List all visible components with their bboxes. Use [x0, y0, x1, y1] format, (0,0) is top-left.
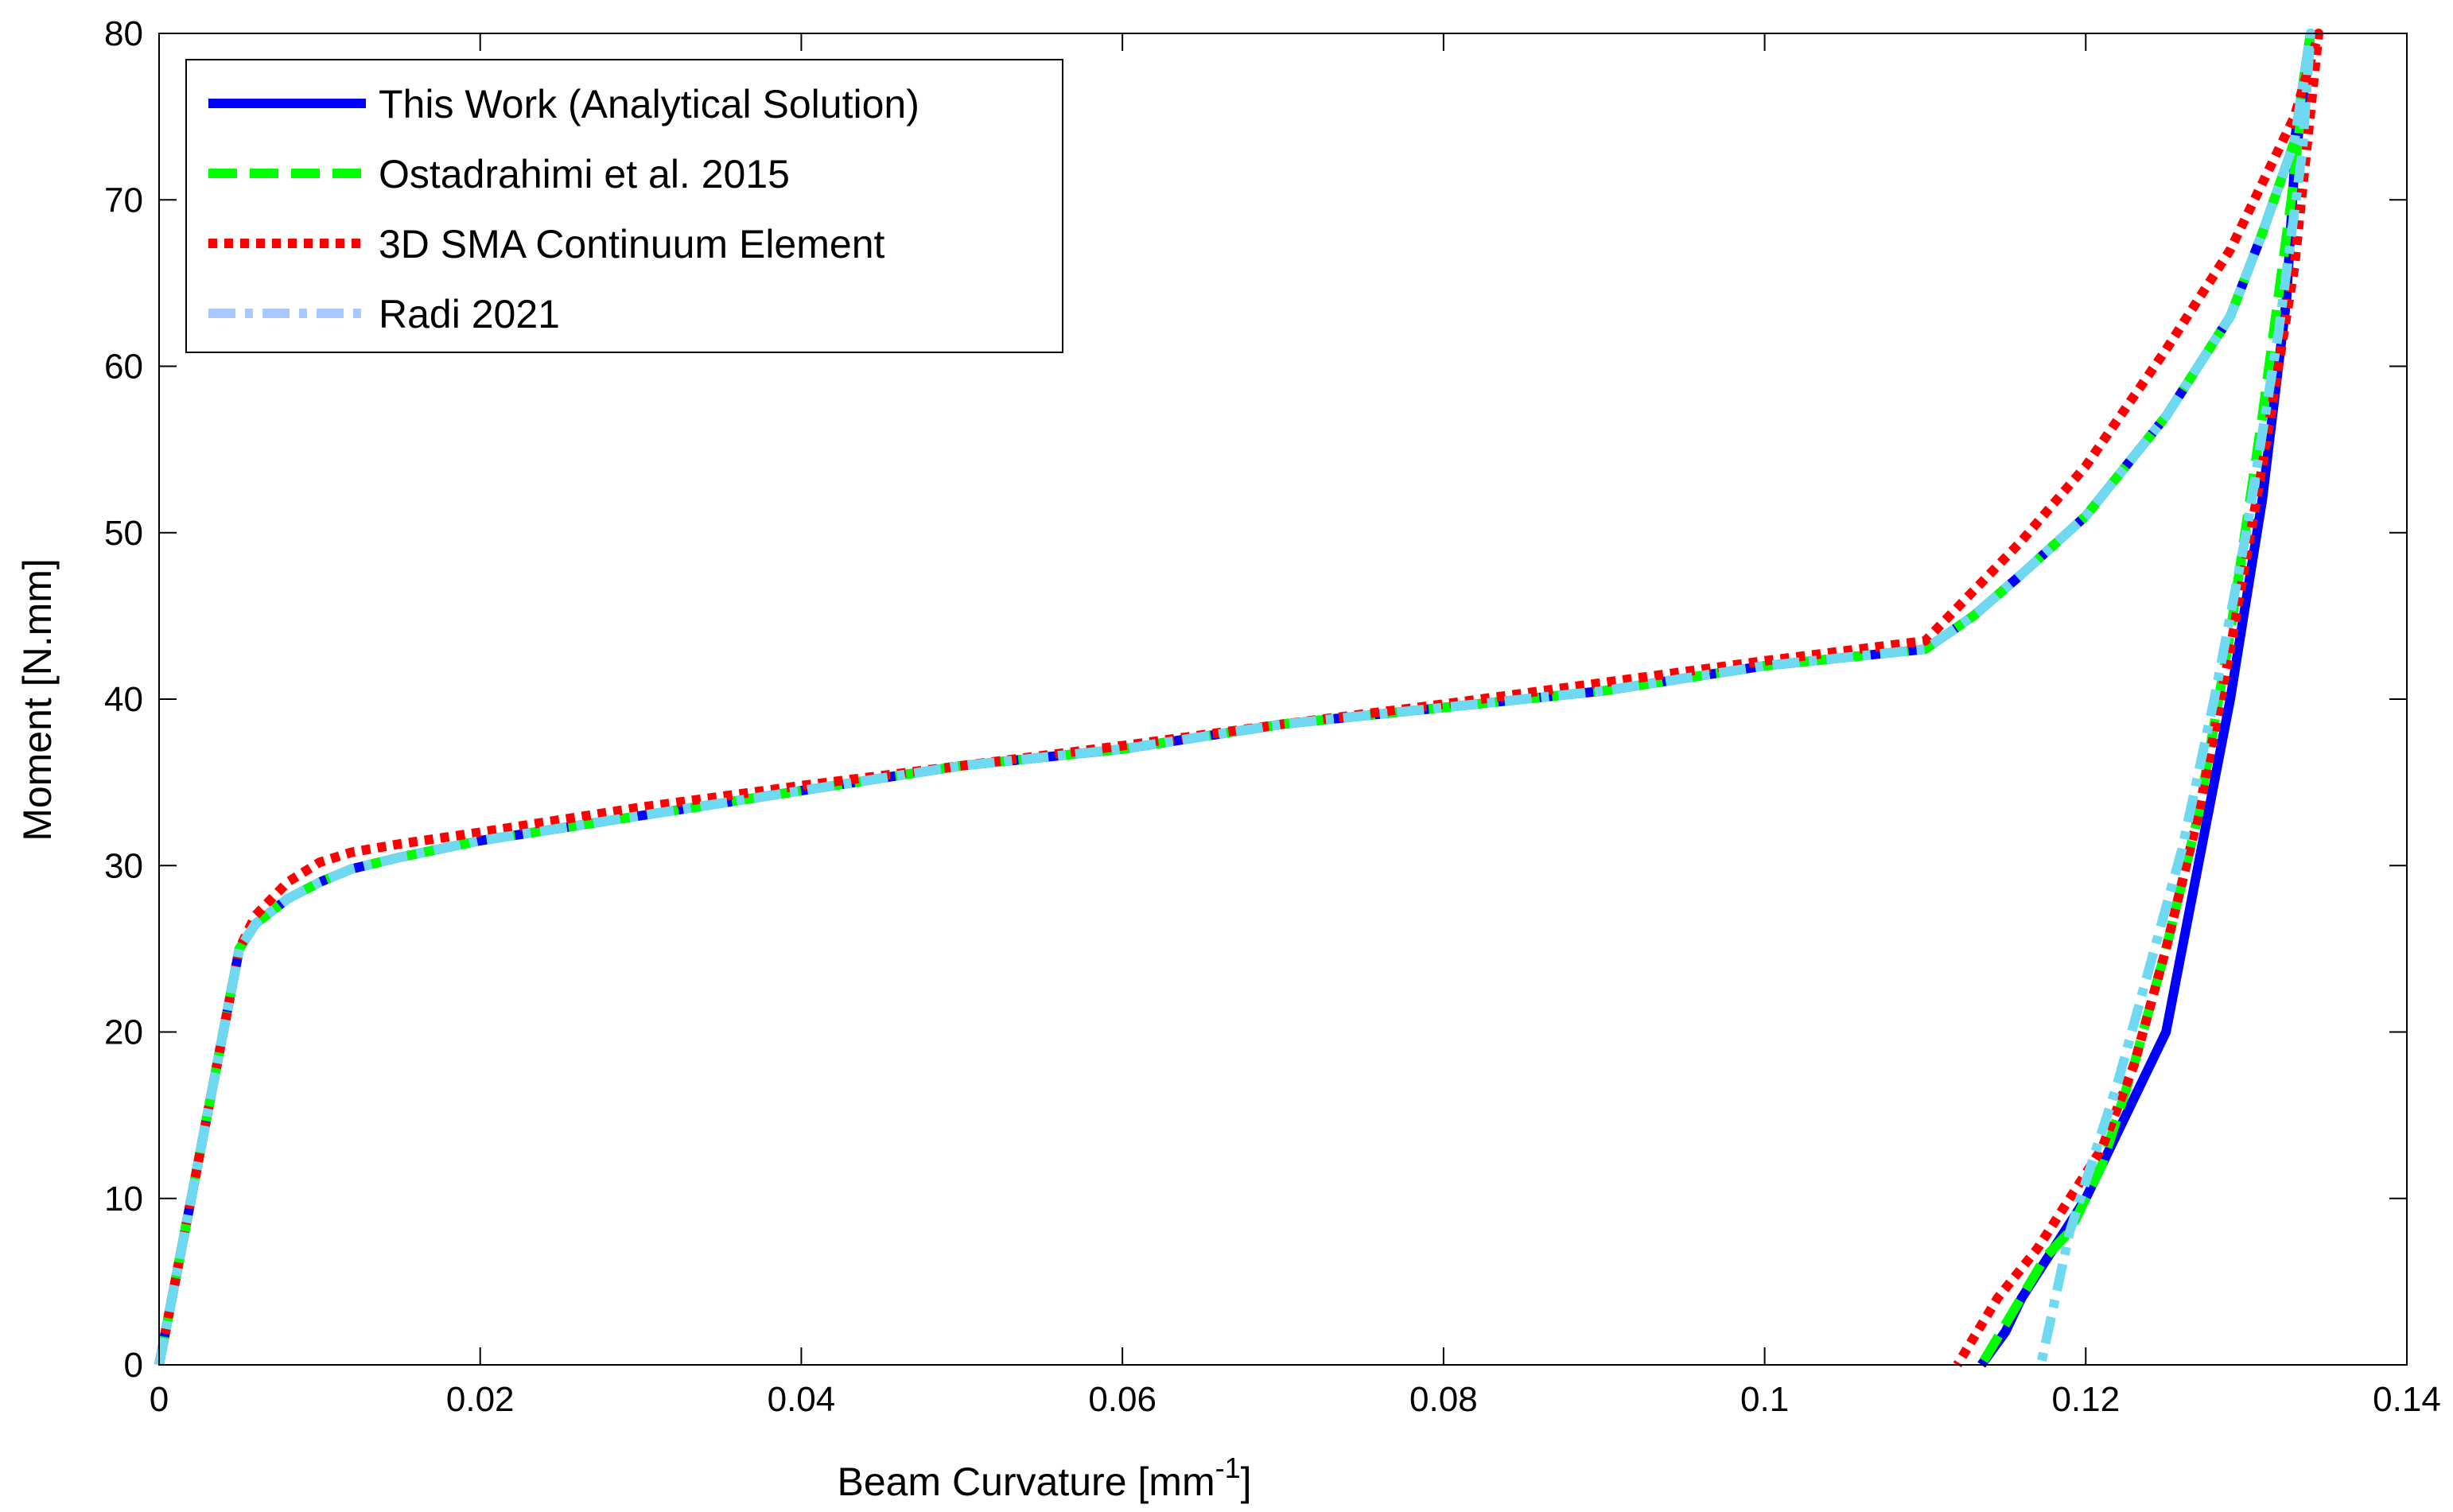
x-tick-label: 0.04	[768, 1380, 836, 1419]
y-axis-title: Moment [N.mm]	[15, 558, 60, 842]
x-axis-title-end: ]	[1241, 1460, 1252, 1504]
x-tick-label: 0.12	[2051, 1380, 2120, 1419]
legend-label-1: Ostadrahimi et al. 2015	[379, 152, 790, 196]
x-tick-label: 0.1	[1740, 1380, 1789, 1419]
series-layer	[154, 29, 2323, 1368]
legend: This Work (Analytical Solution) Ostadrahi…	[185, 59, 1063, 353]
x-tick-label: 0.14	[2373, 1380, 2441, 1419]
y-tick-label: 70	[104, 181, 143, 220]
legend-label-3: Radi 2021	[379, 292, 560, 336]
x-axis-title: Beam Curvature [mm-1]	[837, 1452, 1251, 1504]
legend-box	[185, 59, 1063, 353]
series-line-3	[154, 29, 2315, 1366]
ticks-layer: 0 0.02 0.04 0.06 0.08 0.1 0.12 0.14 0 10 20 30 40 50 6…	[104, 14, 2441, 1419]
legend-label-0: This Work (Analytical Solution)	[379, 82, 919, 126]
y-tick-label: 20	[104, 1013, 143, 1052]
y-tick-label: 80	[104, 14, 143, 53]
y-tick-label: 40	[104, 680, 143, 719]
legend-entries: This Work (Analytical Solution) Ostadrahi…	[208, 82, 919, 336]
x-tick-label: 0.06	[1088, 1380, 1157, 1419]
series-line-1	[154, 29, 2315, 1368]
y-tick-label: 30	[104, 846, 143, 885]
legend-label-2: 3D SMA Continuum Element	[379, 222, 885, 266]
y-tick-label: 50	[104, 514, 143, 553]
y-tick-label: 0	[124, 1346, 143, 1385]
x-axis-title-main: Beam Curvature [mm	[837, 1460, 1215, 1504]
x-axis-title-sup: -1	[1215, 1452, 1241, 1484]
series-line-2	[154, 29, 2323, 1368]
y-tick-label: 60	[104, 348, 143, 387]
x-tick-label: 0.02	[446, 1380, 515, 1419]
x-tick-label: 0	[150, 1380, 169, 1419]
x-tick-label: 0.08	[1409, 1380, 1478, 1419]
y-tick-label: 10	[104, 1180, 143, 1219]
